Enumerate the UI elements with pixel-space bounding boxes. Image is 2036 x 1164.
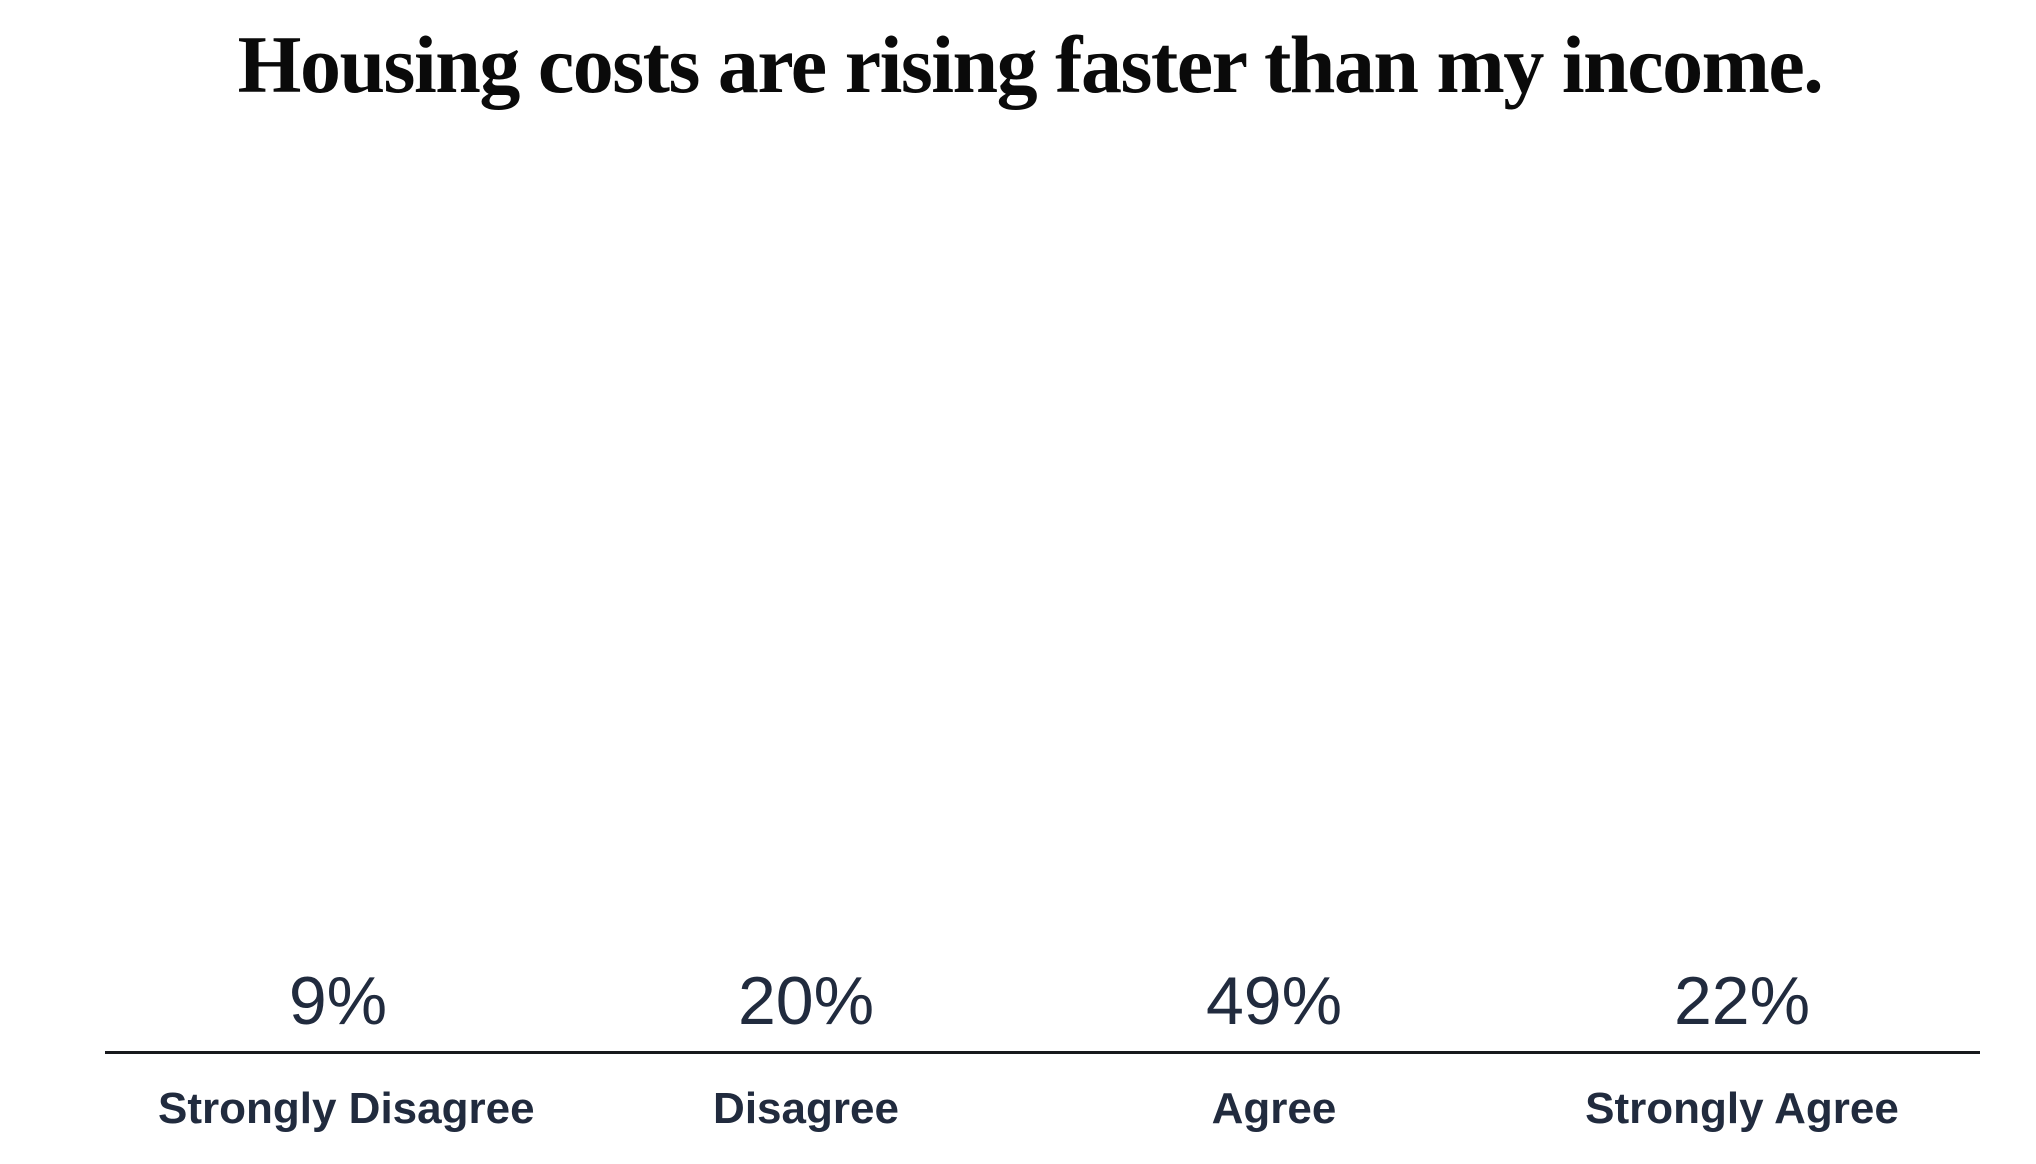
category-label-disagree: Disagree: [713, 1084, 899, 1133]
bar-stack: 9%: [158, 964, 518, 1051]
bar-column-strongly-agree: 22% Strongly Agree: [1562, 319, 1922, 1133]
chart-title: Housing costs are rising faster than my …: [237, 19, 1824, 110]
bar-chart-plot-area: 9% Strongly Disagree 20% Disagree 49% Ag…: [105, 319, 1980, 1133]
bar-column-strongly-disagree: 9% Strongly Disagree: [158, 319, 535, 1133]
bar-column-disagree: 20% Disagree: [626, 319, 986, 1133]
bar-value-label: 20%: [737, 963, 875, 1040]
bar-stack: 49%: [1094, 964, 1454, 1051]
category-label-strongly-disagree: Strongly Disagree: [158, 1084, 535, 1133]
category-label-agree: Agree: [1211, 1084, 1337, 1133]
bar-value-label: 49%: [1205, 963, 1343, 1040]
category-label-strongly-agree: Strongly Agree: [1585, 1084, 1899, 1133]
bar-stack: 20%: [626, 964, 986, 1051]
bar-value-label: 22%: [1673, 963, 1811, 1040]
bar-stack: 22%: [1562, 964, 1922, 1051]
bar-column-agree: 49% Agree: [1094, 319, 1454, 1133]
bar-value-label: 9%: [288, 963, 388, 1040]
